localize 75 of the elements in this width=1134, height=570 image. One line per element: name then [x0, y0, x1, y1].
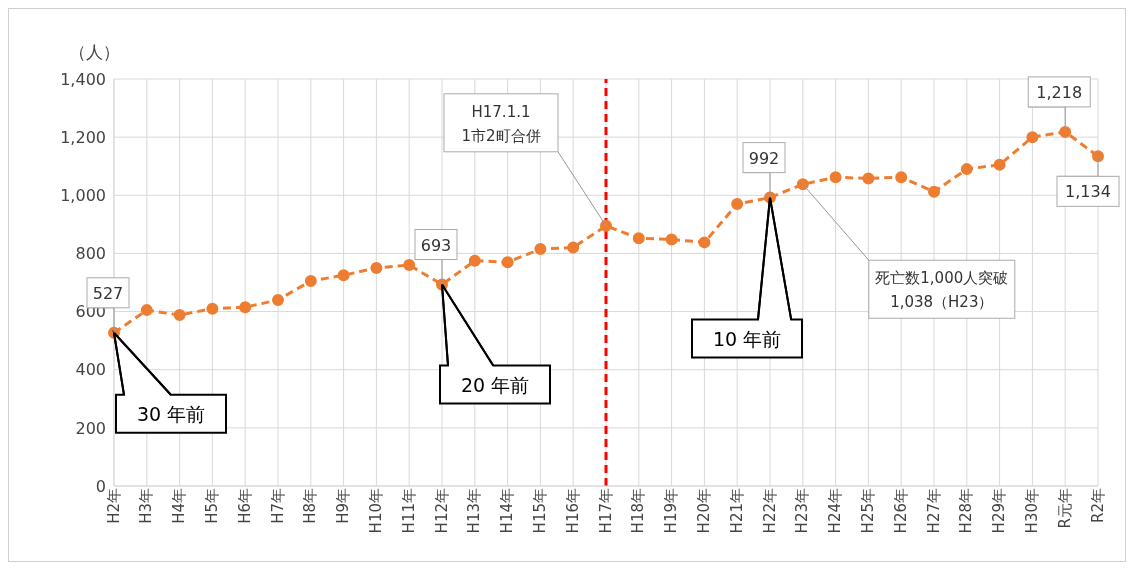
point: [468, 254, 481, 267]
x-tick-label: H29年: [990, 488, 1009, 534]
x-tick-label: H15年: [531, 488, 550, 534]
x-tick-label: H8年: [301, 488, 320, 524]
point: [1026, 131, 1039, 144]
annotation: 20 年前: [460, 373, 530, 396]
point: [534, 243, 547, 256]
x-tick-label: H17年: [596, 488, 615, 534]
point: [928, 185, 940, 198]
point: [337, 269, 350, 282]
x-tick-label: H16年: [563, 488, 582, 534]
x-tick-label: H14年: [498, 488, 517, 534]
point: [895, 171, 908, 184]
annotation: 死亡数1,000人突破 1,038（H23）: [875, 269, 1009, 312]
y-tick-label: 0: [95, 476, 106, 496]
x-tick-label: H28年: [957, 488, 976, 534]
x-tick-label: H27年: [924, 488, 943, 534]
y-tick-label: 800: [75, 244, 106, 264]
x-tick-label: H20年: [695, 488, 714, 534]
x-tick-label: H19年: [662, 488, 681, 534]
point: [304, 275, 317, 288]
point: [862, 172, 875, 185]
data-label: 992: [748, 148, 780, 168]
x-tick-label: H6年: [235, 488, 254, 524]
x-tick-label: H10年: [367, 488, 386, 534]
data-label: 1,134: [1065, 182, 1111, 202]
x-tick-label: H4年: [170, 488, 189, 524]
x-tick-label: H12年: [432, 488, 451, 534]
x-tick-label: H9年: [334, 488, 353, 524]
x-tick-label: H5年: [203, 488, 222, 524]
x-tick-label: H30年: [1023, 488, 1042, 534]
x-tick-label: H25年: [859, 488, 878, 534]
x-tick-label: H24年: [826, 488, 845, 534]
x-tick-label: H2年: [104, 488, 123, 524]
y-tick-label: 1,200: [60, 127, 106, 147]
x-tick-label: H23年: [793, 488, 812, 534]
point: [567, 241, 580, 254]
point: [632, 232, 645, 245]
point: [829, 171, 842, 184]
point: [403, 259, 416, 272]
y-tick-label: 1,000: [60, 185, 106, 205]
point: [731, 198, 744, 211]
point: [370, 261, 383, 274]
x-tick-label: H7年: [268, 488, 287, 524]
point: [1059, 125, 1072, 138]
annotation: H17.1.1 1市2町合併: [461, 102, 541, 145]
point: [501, 256, 514, 269]
point: [960, 163, 973, 176]
point: [206, 302, 219, 315]
point: [698, 236, 711, 249]
x-tick-label: H18年: [629, 488, 648, 534]
data-label: 693: [420, 235, 452, 255]
x-tick-label: H11年: [399, 488, 418, 534]
data-label: 1,218: [1036, 82, 1083, 102]
point: [140, 304, 153, 317]
annotation: 30 年前: [136, 402, 206, 425]
y-tick-label: 1,400: [60, 69, 106, 89]
x-tick-label: H21年: [727, 488, 746, 534]
x-tick-label: H26年: [891, 488, 910, 534]
y-tick-label: 400: [75, 360, 106, 380]
point: [993, 158, 1006, 171]
x-tick-label: H13年: [465, 488, 484, 534]
annotation: 10 年前: [712, 327, 782, 350]
point: [272, 293, 284, 306]
x-tick-label: R元年: [1055, 488, 1074, 529]
point: [173, 309, 186, 322]
y-tick-label: 200: [75, 418, 106, 438]
point: [665, 233, 678, 246]
y-axis-title: （人）: [69, 41, 120, 64]
x-tick-label: R2年: [1088, 488, 1107, 523]
x-tick-label: H3年: [137, 488, 156, 524]
x-tick-label: H22年: [760, 488, 779, 534]
data-label: 527: [92, 283, 124, 303]
point: [239, 301, 252, 314]
point: [600, 219, 612, 232]
